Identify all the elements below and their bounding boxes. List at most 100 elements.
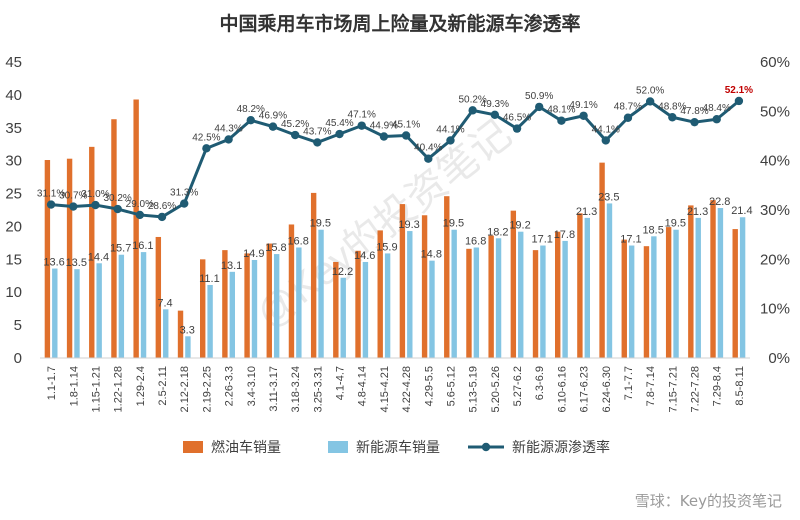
nev-bar — [273, 254, 280, 358]
fuel-bar — [244, 253, 250, 358]
nev-bar-label: 13.6 — [43, 257, 64, 269]
penetration-label: 44.1% — [592, 124, 620, 135]
fuel-bar — [577, 213, 583, 358]
penetration-label: 30.7% — [59, 191, 87, 202]
nev-bar-label: 17.1 — [532, 234, 553, 246]
nev-bar-label: 23.5 — [598, 191, 619, 203]
x-tick-label: 1.1-1.7 — [46, 366, 58, 400]
penetration-label: 48.8% — [658, 101, 686, 112]
nev-bar-label: 12.2 — [332, 266, 353, 278]
penetration-point — [313, 138, 322, 147]
fuel-bars — [44, 99, 738, 358]
nev-bar — [651, 236, 657, 358]
nev-bar-labels: 13.6 13.5 14.415.7 16.17.43.311.113.114.9 15… — [43, 191, 752, 336]
fuel-bar — [310, 192, 317, 358]
penetration-label: 46.9% — [259, 111, 287, 122]
penetration-point — [246, 116, 255, 125]
x-tick-label: 7.22-7.28 — [690, 366, 702, 412]
legend-label-fuel: 燃油车销量 — [211, 439, 281, 456]
penetration-label: 44.9% — [370, 120, 398, 131]
nev-bar — [163, 309, 169, 358]
nev-bar-label: 16.1 — [132, 240, 153, 252]
penetration-label: 49.3% — [481, 99, 509, 110]
penetration-point — [579, 111, 588, 120]
corner-watermark: 雪球：Key的投资笔记 — [635, 492, 782, 510]
nev-bar — [495, 238, 502, 358]
penetration-label: 40.4% — [414, 143, 442, 154]
penetration-label: 46.5% — [503, 113, 531, 124]
right-tick-label: 40% — [760, 153, 790, 170]
nev-bar — [717, 208, 724, 358]
penetration-label: 28.6% — [148, 201, 176, 212]
x-tick-label: 8.5-8.11 — [734, 366, 746, 406]
x-tick-label: 1.22-1.28 — [113, 366, 125, 412]
left-tick-label: 0 — [14, 350, 22, 367]
nev-bar — [96, 263, 102, 358]
penetration-label: 48.1% — [547, 105, 575, 116]
right-tick-label: 50% — [760, 103, 790, 120]
legend-swatch-fuel — [183, 441, 203, 453]
x-tick-label: 7.1-7.7 — [623, 366, 635, 400]
x-tick-label: 6.24-6.30 — [601, 366, 613, 412]
left-tick-label: 35 — [5, 120, 22, 137]
penetration-label: 47.8% — [680, 106, 708, 117]
fuel-bar — [665, 227, 672, 358]
x-tick-label: 3.4-3.10 — [246, 366, 258, 406]
x-tick-label: 1.8-1.14 — [68, 366, 80, 406]
penetration-point — [202, 144, 211, 153]
nev-bar — [296, 247, 302, 358]
right-axis: 0% 10% 20% 30% 40% 50% 60% — [760, 54, 790, 367]
fuel-bar — [510, 210, 517, 358]
fuel-bar — [266, 243, 272, 358]
penetration-point — [135, 210, 145, 220]
nev-bar-label: 13.5 — [66, 257, 87, 269]
x-tick-label: 5.27-6.2 — [512, 366, 524, 406]
fuel-bar — [377, 230, 383, 358]
fuel-bar — [111, 119, 117, 358]
fuel-bar — [643, 246, 650, 358]
penetration-point — [157, 212, 167, 222]
fuel-bar — [44, 160, 51, 358]
penetration-labels: 31.1%30.7%31.0%30.2%29.0%28.6% 31.3% 42.5%… — [37, 85, 753, 212]
left-tick-label: 5 — [14, 317, 22, 334]
penetration-point — [734, 96, 744, 106]
penetration-label: 44.3% — [214, 123, 242, 134]
x-tick-label: 7.8-7.14 — [645, 366, 657, 406]
penetration-label: 45.1% — [392, 120, 420, 131]
nev-bar — [384, 253, 391, 358]
left-tick-label: 10 — [5, 284, 22, 301]
nev-bar — [473, 247, 480, 358]
penetration-point — [268, 122, 278, 131]
x-tick-label: 4.29-5.5 — [423, 366, 435, 406]
penetration-polyline — [50, 99, 740, 219]
right-tick-label: 30% — [760, 202, 790, 219]
x-tick-label: 7.15-7.21 — [667, 366, 679, 412]
nev-bar-label: 15.7 — [110, 243, 131, 255]
penetration-label: 50.2% — [458, 94, 486, 105]
penetration-label: 43.7% — [303, 126, 331, 137]
nev-bar-label: 14.6 — [354, 250, 375, 262]
x-tick-label: 4.15-4.21 — [379, 366, 391, 412]
nev-bar-label: 14.4 — [88, 251, 109, 263]
nev-bar — [140, 252, 147, 358]
nev-bar — [451, 229, 457, 358]
penetration-label: 31.3% — [170, 188, 198, 199]
nev-bar — [74, 269, 80, 358]
penetration-point — [490, 110, 500, 119]
penetration-point — [690, 117, 699, 127]
nev-bar — [118, 254, 125, 358]
penetration-point — [69, 202, 78, 211]
fuel-bar — [222, 250, 228, 358]
penetration-point — [535, 102, 544, 112]
penetration-label: 45.4% — [325, 118, 353, 129]
nev-bar — [185, 336, 191, 358]
penetration-label: 48.2% — [237, 104, 265, 115]
fuel-bar — [355, 250, 361, 358]
penetration-label: 48.4% — [703, 103, 731, 114]
left-tick-label: 15 — [5, 251, 22, 268]
x-tick-label: 1.29-2.4 — [135, 366, 147, 406]
fuel-bar — [155, 236, 162, 358]
penetration-label: 45.2% — [281, 119, 309, 130]
fuel-bar — [488, 235, 494, 358]
